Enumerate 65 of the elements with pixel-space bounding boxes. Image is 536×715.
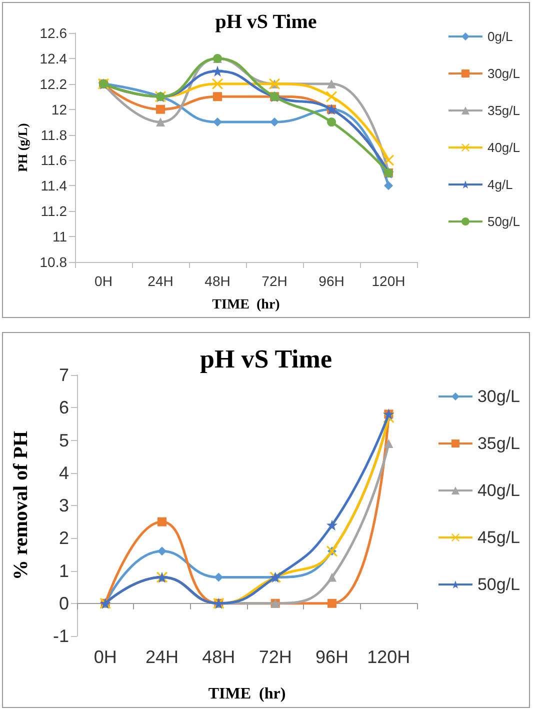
x-axis-title: TIME (hr) [212, 298, 280, 312]
y-tick-label: 11.8 [40, 126, 68, 143]
point [213, 92, 222, 102]
legend-label: 50g/L [487, 214, 520, 229]
x-tick-label: 0H [94, 647, 117, 667]
y-tick-label: 7 [58, 365, 69, 385]
legend-label: 4g/L [487, 177, 513, 192]
y-tick-label: 11 [52, 228, 68, 245]
y-tick-label: 1 [58, 560, 69, 581]
y-tick-label: 12.4 [40, 50, 68, 66]
point [328, 572, 336, 582]
y-tick-label: 6 [58, 398, 69, 418]
point [328, 598, 336, 608]
point [156, 118, 165, 127]
x-tick-label: 48H [204, 273, 230, 289]
point [212, 78, 223, 90]
y-axis-title: % removal of PH [10, 430, 32, 580]
legend-label: 45g/L [477, 528, 520, 547]
x-tick-label: 24H [148, 273, 174, 289]
y-tick-label: 10.8 [40, 254, 68, 270]
x-axis-title: TIME (hr) [208, 686, 286, 702]
y-tick-label: 4 [58, 462, 69, 483]
point [326, 520, 338, 531]
y-axis-title: PH (g/L) [14, 123, 30, 172]
chart-title: pH vS Time [215, 11, 317, 33]
y-tick-label: -1 [52, 626, 69, 646]
legend-label: 0g/L [487, 29, 513, 44]
y-tick-label: 12.6 [40, 25, 68, 41]
point [327, 79, 336, 88]
y-tick-label: 12 [51, 101, 68, 118]
point [212, 66, 223, 77]
point [156, 104, 165, 114]
point [158, 546, 166, 556]
y-tick-label: 3 [58, 496, 69, 516]
legend-label: 50g/L [477, 575, 520, 594]
legend-label: 40g/L [477, 481, 520, 500]
x-tick-label: 48H [202, 647, 236, 667]
chart-title: pH vS Time [200, 344, 332, 374]
point [158, 517, 166, 526]
x-tick-label: 72H [262, 273, 288, 289]
x-tick-label: 96H [315, 647, 349, 667]
point [213, 118, 222, 127]
legend-label: 40g/L [487, 140, 520, 155]
legend-label: 35g/L [487, 103, 520, 118]
x-tick-label: 72H [258, 647, 292, 667]
legend-label: 35g/L [477, 434, 520, 453]
y-tick-label: 5 [58, 430, 69, 450]
point [270, 118, 279, 127]
x-tick-label: 96H [318, 273, 344, 289]
legend-label: 30g/L [487, 66, 520, 81]
y-tick-label: 11.4 [40, 178, 68, 194]
x-tick-label: 120H [372, 273, 406, 289]
y-tick-label: 12.2 [40, 76, 68, 92]
point [384, 181, 393, 190]
x-tick-label: 0H [94, 273, 112, 289]
point [326, 91, 337, 102]
legend-label: 30g/L [477, 387, 520, 406]
x-tick-label: 24H [145, 647, 179, 667]
point [327, 118, 336, 127]
y-tick-label: 2 [58, 528, 69, 548]
y-tick-label: 0 [58, 593, 69, 614]
point [384, 439, 394, 448]
y-tick-label: 11.2 [40, 203, 68, 220]
x-tick-label: 120H [367, 647, 410, 667]
y-tick-label: 11.6 [40, 152, 68, 168]
